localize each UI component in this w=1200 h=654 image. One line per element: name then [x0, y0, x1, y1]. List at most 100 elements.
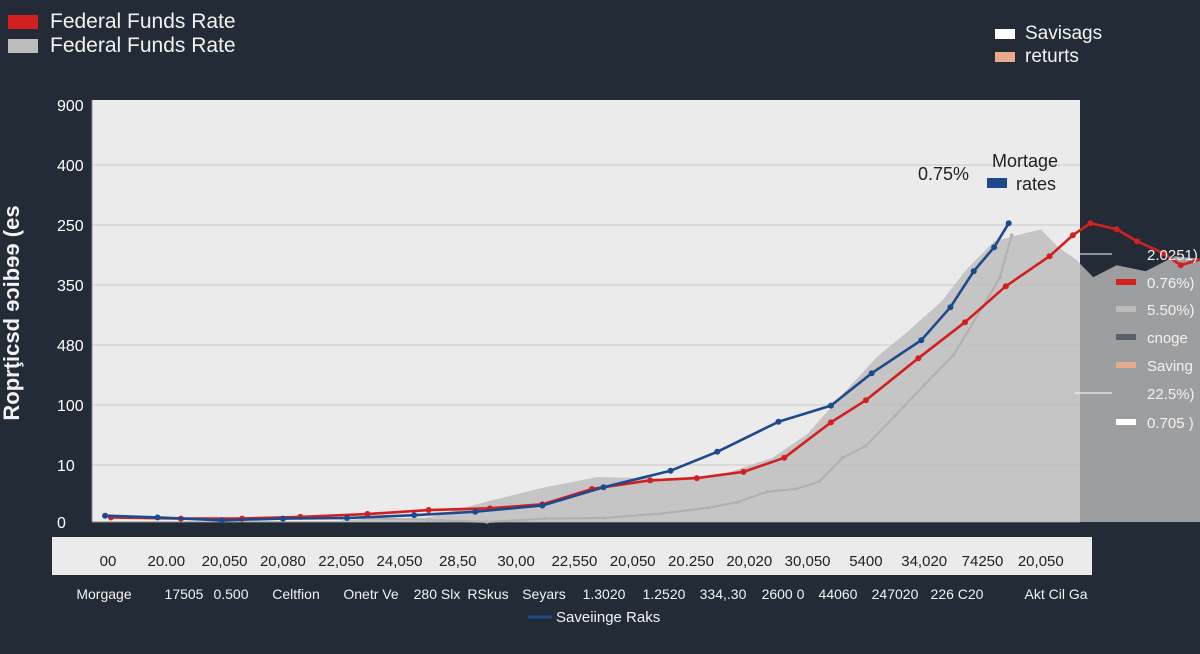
federal-funds-point — [1002, 283, 1009, 290]
x-tick-label: 34,020 — [901, 553, 947, 570]
federal-funds-point — [1113, 226, 1120, 233]
x-axis-panel — [52, 537, 1092, 575]
top-legend: Federal Funds Rate Federal Funds Rate — [8, 10, 236, 58]
x-tick-label: 22,050 — [318, 553, 364, 570]
federal-funds-point — [962, 319, 969, 326]
savings-point — [667, 467, 674, 474]
annotation-rates-swatch — [987, 178, 1007, 188]
right-label: 2.0251) — [1147, 247, 1198, 264]
x-secondary-label: Akt Cil Ga — [1024, 586, 1087, 602]
x-secondary-label: 280 Slx — [414, 586, 461, 602]
savings-point — [868, 370, 875, 377]
x-secondary-label: 1.2520 — [643, 586, 686, 602]
right-label: Saving — [1147, 358, 1193, 375]
legend-swatch-gray — [8, 39, 38, 53]
federal-funds-point — [915, 355, 922, 362]
gray-point — [922, 383, 926, 388]
right-label: 0.76%) — [1147, 275, 1195, 292]
gray-point — [998, 275, 1002, 280]
savings-point — [714, 448, 721, 455]
x-tick-label: 22,550 — [551, 553, 597, 570]
gray-point — [840, 456, 845, 460]
right-legend: Savisags returts — [995, 22, 1102, 68]
x-tick-label: 20.250 — [668, 553, 714, 570]
right-label: 22.5%) — [1147, 386, 1195, 403]
x-tick-label: 20,020 — [726, 553, 772, 570]
gray-point — [794, 487, 798, 491]
gray-point — [893, 414, 897, 418]
right-label-swatch — [1116, 362, 1136, 368]
legend-item-savings: Savisags — [995, 22, 1102, 45]
annotation-rates: rates — [1016, 174, 1056, 194]
federal-funds-point — [1087, 220, 1094, 227]
federal-funds-point — [425, 507, 432, 514]
y-tick-label: 10 — [57, 458, 75, 475]
x-tick-label: 20,080 — [260, 553, 306, 570]
x-tick-label: 24,050 — [377, 553, 423, 570]
x-secondary-label: 17505 — [165, 586, 204, 602]
y-tick-label: 900 — [57, 98, 84, 115]
x-secondary-label: Morgage — [76, 586, 131, 602]
x-secondary-label: 2600 0 — [762, 586, 805, 602]
legend-swatch-red — [8, 15, 38, 29]
x-secondary-label: Onetr Ve — [343, 586, 398, 602]
legend-label: returts — [1025, 45, 1079, 67]
legend-swatch-peach — [995, 51, 1015, 62]
x-secondary-label: RSkus — [467, 586, 508, 602]
savings-point — [154, 514, 161, 521]
savings-point — [344, 515, 351, 522]
savings-point — [947, 304, 954, 311]
bottom-legend-label: Saveiinge Raks — [556, 609, 660, 626]
x-secondary-label: 334,.30 — [700, 586, 747, 602]
x-tick-label: 20.00 — [148, 553, 186, 570]
x-secondary-label: 226 C20 — [931, 586, 984, 602]
x-tick-label: 20,050 — [202, 553, 248, 570]
gray-point — [426, 517, 431, 522]
x-tick-label: 20,050 — [610, 553, 656, 570]
gray-point — [735, 500, 740, 504]
x-secondary-label: Seyars — [522, 586, 566, 602]
x-secondary-label: 1.3020 — [583, 586, 626, 602]
savings-point — [918, 337, 925, 344]
savings-point — [600, 484, 607, 491]
savings-point — [102, 512, 109, 519]
savings-point — [279, 515, 286, 522]
right-label: 5.50%) — [1147, 302, 1195, 319]
gray-point — [864, 444, 868, 448]
x-tick-label: 20,050 — [1018, 553, 1064, 570]
legend-item-federal-funds-gray: Federal Funds Rate — [8, 34, 236, 58]
federal-funds-point — [364, 511, 371, 518]
federal-funds-point — [1069, 232, 1076, 239]
savings-point — [539, 502, 546, 509]
y-tick-label: 0 — [57, 515, 66, 532]
federal-funds-point — [740, 468, 747, 475]
y-tick-label: 400 — [57, 158, 84, 175]
x-secondary-label: 0.500 — [213, 586, 248, 602]
x-secondary-label: 247020 — [872, 586, 919, 602]
x-tick-label: 5400 — [849, 553, 882, 570]
y-tick-label: 480 — [57, 338, 84, 355]
legend-swatch-white — [995, 28, 1015, 39]
x-secondary-label: 44060 — [819, 586, 858, 602]
x-tick-label: 00 — [100, 553, 117, 570]
right-label: 0.705 ) — [1147, 415, 1194, 432]
legend-item-returns: returts — [995, 45, 1102, 68]
x-tick-label: 74250 — [962, 553, 1004, 570]
gray-point — [485, 520, 489, 524]
savings-point — [775, 418, 782, 425]
legend-label: Federal Funds Rate — [50, 34, 236, 57]
right-label-swatch — [1116, 419, 1136, 425]
legend-label: Federal Funds Rate — [50, 10, 236, 33]
right-label-swatch — [1116, 306, 1136, 312]
federal-funds-point — [1177, 262, 1184, 269]
federal-funds-point — [781, 454, 788, 461]
savings-point — [991, 244, 998, 251]
savings-point — [827, 402, 834, 409]
x-tick-label: 30,00 — [497, 553, 535, 570]
legend-item-federal-funds-red: Federal Funds Rate — [8, 10, 236, 34]
savings-point — [970, 268, 977, 275]
savings-point — [218, 517, 225, 524]
x-tick-label: 28,50 — [439, 553, 477, 570]
federal-funds-point — [693, 475, 700, 482]
